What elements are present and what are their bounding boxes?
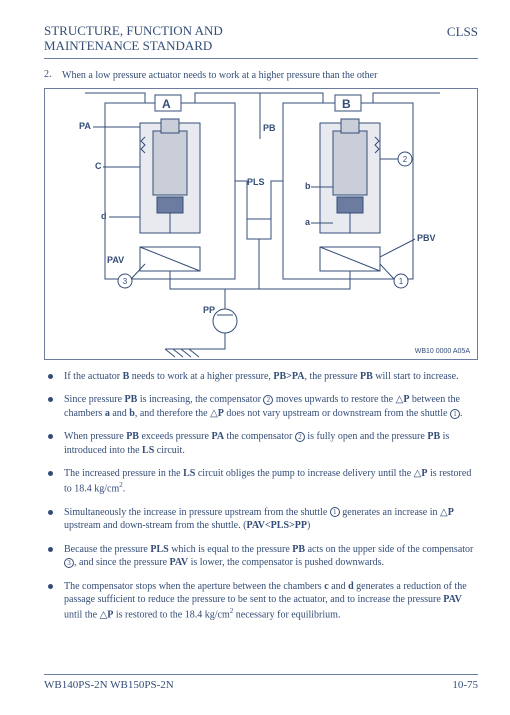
bullet-item: The compensator stops when the aperture … [44, 580, 478, 622]
svg-text:PB: PB [263, 123, 276, 133]
bullet-item: The increased pressure in the LS circuit… [44, 467, 478, 495]
footer-page-number: 10-75 [452, 679, 478, 691]
svg-text:WB10 0000 A05A: WB10 0000 A05A [415, 348, 471, 355]
svg-text:b: b [305, 181, 311, 191]
bullet-list: If the actuator B needs to work at a hig… [44, 370, 478, 622]
svg-text:B: B [342, 97, 351, 111]
svg-text:PBV: PBV [417, 233, 436, 243]
page-footer: WB140PS-2N WB150PS-2N 10-75 [44, 674, 478, 691]
header-section: CLSS [447, 24, 478, 40]
numbered-item: 2. When a low pressure actuator needs to… [44, 69, 478, 82]
svg-text:PP: PP [203, 305, 215, 315]
svg-text:a: a [305, 217, 311, 227]
svg-text:A: A [162, 97, 171, 111]
header-title: STRUCTURE, FUNCTION AND MAINTENANCE STAN… [44, 24, 223, 54]
item-number: 2. [44, 69, 62, 82]
diagram-svg: A B PA PB C PLS d b a PAV PBV PP 1 2 3 [45, 89, 477, 359]
header-line2: MAINTENANCE STANDARD [44, 39, 223, 54]
svg-text:2: 2 [403, 155, 408, 164]
bullet-item: Because the pressure PLS which is equal … [44, 543, 478, 570]
footer-model: WB140PS-2N WB150PS-2N [44, 679, 174, 691]
bullet-item: When pressure PB exceeds pressure PA the… [44, 430, 478, 457]
svg-text:PA: PA [79, 121, 91, 131]
header-line1: STRUCTURE, FUNCTION AND [44, 24, 223, 39]
svg-text:1: 1 [399, 277, 404, 286]
hydraulic-diagram: A B PA PB C PLS d b a PAV PBV PP 1 2 3 [44, 88, 478, 360]
svg-text:PAV: PAV [107, 255, 124, 265]
bullet-item: Simultaneously the increase in pressure … [44, 506, 478, 533]
svg-text:d: d [101, 211, 107, 221]
svg-text:C: C [95, 161, 102, 171]
item-text: When a low pressure actuator needs to wo… [62, 69, 377, 82]
bullet-item: Since pressure PB is increasing, the com… [44, 393, 478, 420]
svg-text:PLS: PLS [247, 177, 265, 187]
bullet-item: If the actuator B needs to work at a hig… [44, 370, 478, 384]
page-header: STRUCTURE, FUNCTION AND MAINTENANCE STAN… [44, 24, 478, 59]
svg-text:3: 3 [123, 277, 128, 286]
